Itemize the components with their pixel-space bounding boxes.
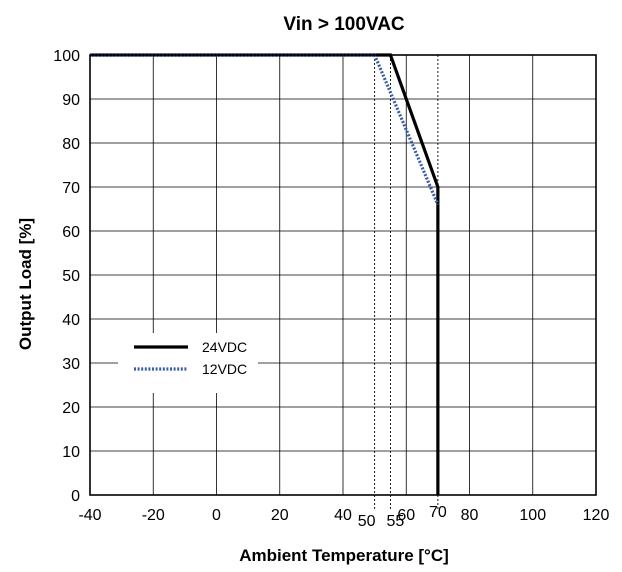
grid (89, 54, 597, 496)
y-tick-label: 0 (71, 488, 80, 505)
tick-labels: -40 -20 0 20 40 60 80 100 120 0 10 20 30 40 50 60 70 80 90… (53, 48, 609, 524)
x-tick-label: 60 (397, 507, 415, 524)
marker-labels: 50 55 70 (358, 504, 447, 530)
legend: 24VDC 12VDC (134, 339, 247, 377)
y-tick-label: 80 (62, 136, 80, 153)
x-tick-label: 100 (519, 507, 546, 524)
y-tick-label: 70 (62, 180, 80, 197)
marker-label-50: 50 (358, 513, 376, 530)
marker-label-55: 55 (387, 513, 405, 530)
x-axis-label: Ambient Temperature [°C] (239, 546, 449, 565)
y-tick-label: 10 (62, 444, 80, 461)
y-tick-label: 100 (53, 48, 80, 65)
x-tick-label: 120 (583, 507, 610, 524)
legend-box (118, 333, 258, 393)
y-tick-label: 50 (62, 268, 80, 285)
plot-frame (89, 54, 597, 496)
x-tick-label: 20 (271, 507, 289, 524)
series-line-12vdc (90, 53, 440, 206)
y-axis-label: Output Load [%] (16, 218, 35, 350)
y-tick-label: 30 (62, 356, 80, 373)
y-tick-label: 40 (62, 312, 80, 329)
x-tick-label: -40 (78, 507, 101, 524)
y-tick-label: 20 (62, 400, 80, 417)
x-tick-label: -20 (142, 507, 165, 524)
x-tick-label: 40 (334, 507, 352, 524)
legend-label-24vdc: 24VDC (202, 339, 247, 355)
x-tick-label: 80 (461, 507, 479, 524)
legend-label-12vdc: 12VDC (202, 361, 247, 377)
marker-label-70: 70 (429, 504, 447, 521)
y-tick-label: 90 (62, 92, 80, 109)
chart-title: Vin > 100VAC (283, 14, 405, 35)
y-tick-label: 60 (62, 224, 80, 241)
x-tick-label: 0 (212, 507, 221, 524)
